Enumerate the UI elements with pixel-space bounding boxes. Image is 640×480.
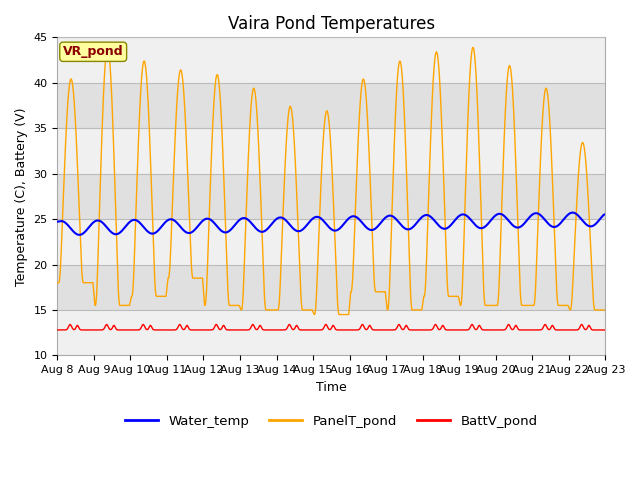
- Bar: [58, 310, 605, 355]
- Bar: [58, 83, 605, 128]
- Legend: Water_temp, PanelT_pond, BattV_pond: Water_temp, PanelT_pond, BattV_pond: [120, 410, 543, 433]
- Bar: [58, 264, 605, 310]
- Bar: [58, 219, 605, 264]
- Title: Vaira Pond Temperatures: Vaira Pond Temperatures: [228, 15, 435, 33]
- Bar: [58, 37, 605, 83]
- X-axis label: Time: Time: [316, 381, 347, 394]
- Text: VR_pond: VR_pond: [63, 45, 124, 58]
- Bar: [58, 128, 605, 174]
- Y-axis label: Temperature (C), Battery (V): Temperature (C), Battery (V): [15, 107, 28, 286]
- Bar: [58, 174, 605, 219]
